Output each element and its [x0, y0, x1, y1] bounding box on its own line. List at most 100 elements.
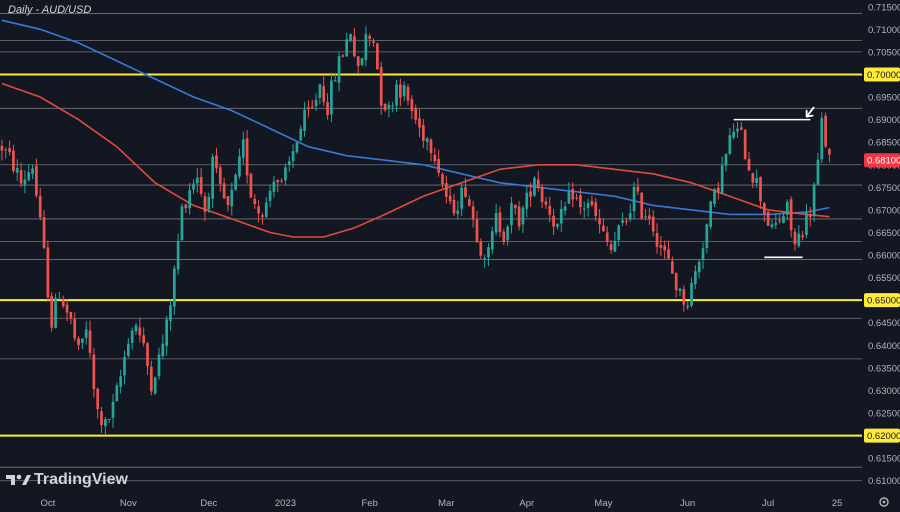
candle-body [716, 187, 720, 192]
candle-body [448, 195, 452, 202]
candle-body [215, 155, 218, 169]
candle-body [127, 343, 130, 356]
candle [360, 58, 364, 67]
candle [437, 149, 441, 177]
candle [180, 203, 184, 242]
candle-body [782, 215, 785, 223]
candle [395, 79, 398, 112]
candle-body [134, 325, 138, 332]
candle-body [222, 183, 226, 199]
candle-body [107, 418, 111, 420]
candle-body [88, 330, 92, 353]
candle-body [238, 156, 241, 177]
candle [678, 287, 682, 297]
candle-body [467, 199, 471, 206]
candle [241, 131, 245, 165]
candle [732, 123, 735, 140]
candle-body [119, 376, 123, 387]
candle-body [261, 215, 264, 217]
candle [195, 168, 199, 193]
candle-body [444, 183, 448, 197]
candle [544, 197, 548, 209]
candle-body [230, 189, 234, 207]
time-tick-label: 25 [832, 498, 843, 509]
candle [356, 55, 360, 74]
candle-body [425, 138, 429, 142]
candle [414, 104, 418, 125]
candle-body [709, 201, 713, 227]
candle-body [180, 206, 184, 240]
candle-body [92, 354, 96, 390]
candle-body [77, 338, 80, 346]
candle-body [563, 206, 567, 211]
candle [222, 177, 226, 200]
candle-body [130, 330, 134, 343]
candle-body [441, 174, 444, 185]
candle-body [42, 217, 46, 248]
candle [157, 347, 161, 380]
candle [444, 175, 448, 204]
candle [751, 172, 755, 189]
candle [230, 182, 234, 216]
candle [299, 125, 303, 141]
candle [636, 177, 640, 196]
candle [590, 195, 594, 207]
candle-body [353, 36, 356, 57]
candle [138, 317, 142, 343]
candle [96, 387, 100, 419]
candle-body [81, 338, 84, 343]
candle-body [471, 206, 475, 220]
settings-gear-icon[interactable] [879, 497, 889, 507]
candle-body [241, 139, 245, 158]
price-tag-label: 0.65000 [867, 296, 900, 307]
candle-body [379, 67, 383, 106]
candle-body [176, 240, 180, 270]
candle [161, 334, 165, 360]
candle-body [299, 128, 303, 141]
candle [341, 53, 345, 58]
candle-body [54, 297, 57, 329]
candle-body [517, 206, 521, 227]
candle [479, 238, 483, 259]
time-tick-label: 2023 [275, 498, 296, 509]
candle [391, 101, 395, 113]
price-tag [864, 67, 900, 82]
candle-body [644, 216, 647, 218]
candle-body [188, 190, 191, 209]
candle-body [487, 247, 490, 258]
candle [42, 210, 46, 250]
moving-averages [1, 19, 830, 238]
candle-body [195, 177, 199, 184]
time-axis[interactable]: Oct Nov Dec 2023 Feb Mar Apr May Jun Jul 25 [40, 497, 889, 509]
candle [828, 147, 831, 163]
candle-body [460, 187, 463, 209]
candle [475, 211, 479, 243]
candle-body [529, 191, 532, 198]
candle [567, 182, 571, 204]
candle [808, 206, 812, 227]
candle [84, 321, 88, 345]
price-axis[interactable]: 0.71500 0.71000 0.70500 0.70000 0.69500 0.690… [864, 2, 900, 487]
time-tick-label: Apr [519, 498, 534, 509]
candle-body [399, 84, 402, 98]
candle [525, 186, 529, 218]
candle-body [264, 202, 268, 217]
candle [54, 293, 57, 329]
candle-body [648, 215, 651, 219]
candle-body [586, 203, 590, 208]
candle-body [655, 232, 659, 247]
candle [65, 299, 69, 322]
candle-body [828, 149, 831, 155]
candle [548, 196, 552, 223]
candle-body [276, 180, 280, 183]
tradingview-logo-icon [6, 474, 31, 485]
candle [556, 223, 559, 230]
candle-body [801, 235, 804, 238]
candle-body [625, 221, 628, 223]
candle-body [590, 200, 594, 206]
candle-body [789, 199, 793, 231]
candle-body [536, 179, 540, 189]
candle-body [533, 177, 536, 196]
